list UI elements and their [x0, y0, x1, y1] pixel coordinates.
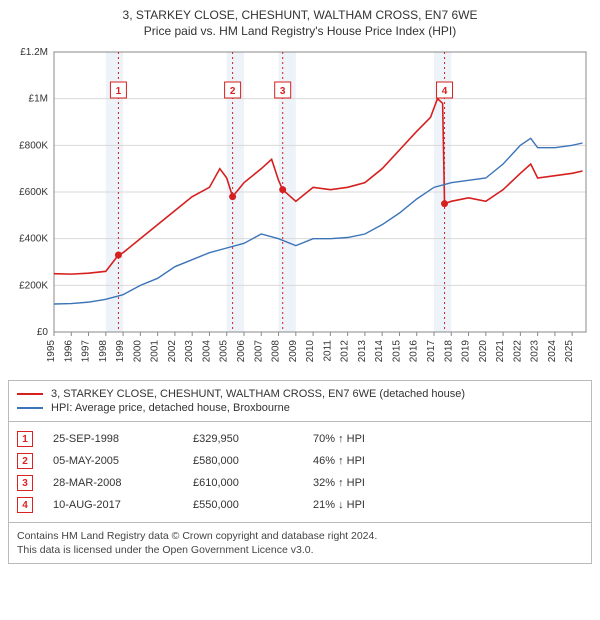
- chart-marker: 1: [110, 82, 126, 98]
- chart-marker: 3: [275, 82, 291, 98]
- svg-text:2007: 2007: [253, 340, 264, 363]
- svg-text:2017: 2017: [426, 340, 437, 363]
- svg-text:2011: 2011: [322, 340, 333, 362]
- sales-diff: 70% ↑ HPI: [313, 433, 433, 445]
- svg-text:£1M: £1M: [29, 94, 48, 105]
- svg-text:2001: 2001: [150, 340, 161, 363]
- svg-text:2012: 2012: [340, 340, 351, 363]
- svg-text:2020: 2020: [478, 340, 489, 363]
- sales-row: 2 05-MAY-2005 £580,000 46% ↑ HPI: [17, 450, 583, 472]
- svg-text:2021: 2021: [495, 340, 506, 363]
- svg-text:2022: 2022: [512, 340, 523, 363]
- legend-row: 3, STARKEY CLOSE, CHESHUNT, WALTHAM CROS…: [17, 387, 583, 401]
- svg-text:£1.2M: £1.2M: [20, 47, 48, 58]
- legend-swatch: [17, 407, 43, 409]
- svg-text:2018: 2018: [443, 340, 454, 363]
- svg-text:2003: 2003: [184, 340, 195, 363]
- title-sub: Price paid vs. HM Land Registry's House …: [8, 24, 592, 38]
- svg-text:2009: 2009: [288, 340, 299, 363]
- sales-price: £610,000: [193, 477, 293, 489]
- title-main: 3, STARKEY CLOSE, CHESHUNT, WALTHAM CROS…: [8, 8, 592, 22]
- svg-text:1999: 1999: [115, 340, 126, 363]
- svg-text:1996: 1996: [63, 340, 74, 363]
- footer: Contains HM Land Registry data © Crown c…: [8, 523, 592, 564]
- svg-text:2004: 2004: [201, 340, 212, 363]
- sales-price: £550,000: [193, 499, 293, 511]
- sales-diff: 32% ↑ HPI: [313, 477, 433, 489]
- sales-diff: 21% ↓ HPI: [313, 499, 433, 511]
- legend-label: 3, STARKEY CLOSE, CHESHUNT, WALTHAM CROS…: [51, 388, 465, 400]
- footer-line-2: This data is licensed under the Open Gov…: [17, 543, 583, 557]
- legend-label: HPI: Average price, detached house, Brox…: [51, 402, 290, 414]
- svg-text:2005: 2005: [219, 340, 230, 363]
- svg-text:£800K: £800K: [19, 140, 48, 151]
- sales-date: 10-AUG-2017: [53, 499, 173, 511]
- sales-date: 28-MAR-2008: [53, 477, 173, 489]
- svg-text:£400K: £400K: [19, 234, 48, 245]
- sales-row: 3 28-MAR-2008 £610,000 32% ↑ HPI: [17, 472, 583, 494]
- svg-text:2006: 2006: [236, 340, 247, 363]
- sales-row: 4 10-AUG-2017 £550,000 21% ↓ HPI: [17, 494, 583, 516]
- svg-text:2: 2: [230, 86, 236, 97]
- svg-text:£0: £0: [37, 327, 49, 338]
- svg-text:2010: 2010: [305, 340, 316, 363]
- sales-marker: 4: [17, 497, 33, 513]
- svg-text:2000: 2000: [132, 340, 143, 363]
- sales-date: 25-SEP-1998: [53, 433, 173, 445]
- footer-line-1: Contains HM Land Registry data © Crown c…: [17, 529, 583, 543]
- svg-text:1998: 1998: [98, 340, 109, 363]
- legend: 3, STARKEY CLOSE, CHESHUNT, WALTHAM CROS…: [8, 380, 592, 422]
- chart-marker: 2: [225, 82, 241, 98]
- svg-text:£200K: £200K: [19, 280, 48, 291]
- sales-table: 1 25-SEP-1998 £329,950 70% ↑ HPI 2 05-MAY-200…: [8, 422, 592, 523]
- svg-text:2002: 2002: [167, 340, 178, 363]
- svg-text:£600K: £600K: [19, 187, 48, 198]
- legend-row: HPI: Average price, detached house, Brox…: [17, 401, 583, 415]
- svg-text:2008: 2008: [271, 340, 282, 363]
- sales-marker: 1: [17, 431, 33, 447]
- sales-price: £329,950: [193, 433, 293, 445]
- svg-text:2019: 2019: [461, 340, 472, 363]
- svg-text:1: 1: [116, 86, 122, 97]
- sales-date: 05-MAY-2005: [53, 455, 173, 467]
- svg-text:3: 3: [280, 86, 286, 97]
- svg-text:2024: 2024: [547, 340, 558, 363]
- svg-text:2014: 2014: [374, 340, 385, 363]
- sales-price: £580,000: [193, 455, 293, 467]
- legend-swatch: [17, 393, 43, 395]
- svg-text:2025: 2025: [564, 340, 575, 363]
- sales-marker: 2: [17, 453, 33, 469]
- svg-text:1997: 1997: [81, 340, 92, 363]
- sales-diff: 46% ↑ HPI: [313, 455, 433, 467]
- chart-titles: 3, STARKEY CLOSE, CHESHUNT, WALTHAM CROS…: [8, 8, 592, 38]
- price-chart: £0 £200K £400K £600K £800K £1M £1.2M 1995 1996 19…: [8, 44, 592, 374]
- svg-text:2015: 2015: [391, 340, 402, 363]
- chart-marker: 4: [437, 82, 453, 98]
- svg-text:2023: 2023: [530, 340, 541, 363]
- sales-row: 1 25-SEP-1998 £329,950 70% ↑ HPI: [17, 428, 583, 450]
- svg-text:4: 4: [442, 86, 448, 97]
- sales-marker: 3: [17, 475, 33, 491]
- svg-text:2016: 2016: [409, 340, 420, 363]
- svg-text:2013: 2013: [357, 340, 368, 363]
- svg-text:1995: 1995: [46, 340, 57, 363]
